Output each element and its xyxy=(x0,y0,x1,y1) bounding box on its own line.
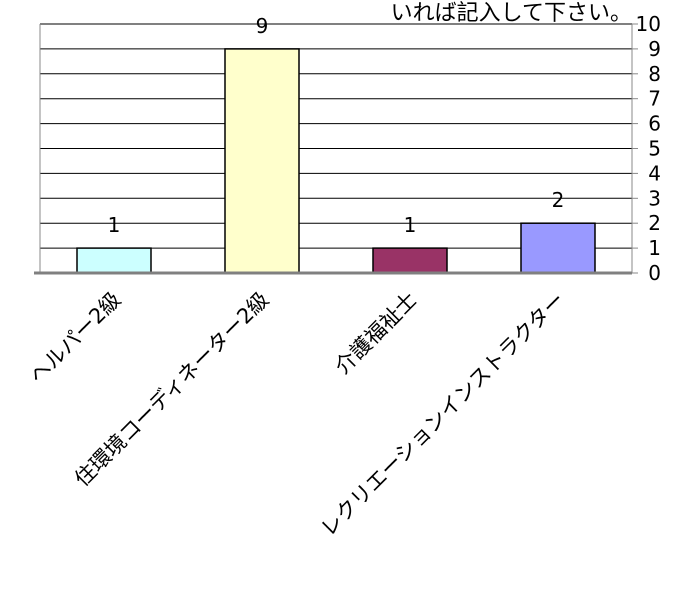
y-tick-label: 2 xyxy=(648,211,661,235)
bar xyxy=(520,222,596,274)
data-label: 9 xyxy=(256,14,269,38)
y-tick-label: 4 xyxy=(648,161,661,185)
y-tick-label: 6 xyxy=(648,112,661,136)
data-label: 2 xyxy=(552,188,565,212)
y-tick-label: 5 xyxy=(648,137,661,161)
axes xyxy=(34,23,638,275)
y-tick-label: 3 xyxy=(648,186,661,210)
y-tick-label: 10 xyxy=(636,12,661,36)
y-tick-label: 7 xyxy=(648,87,661,111)
bar xyxy=(76,247,152,274)
category-label: ヘルパー2級 xyxy=(25,288,126,389)
bars xyxy=(76,48,596,274)
bar xyxy=(372,247,448,274)
category-label: 介護福祉士 xyxy=(330,288,421,379)
y-tick-label: 1 xyxy=(648,236,661,260)
gridlines xyxy=(39,23,632,273)
bar xyxy=(224,48,300,274)
data-label: 1 xyxy=(404,213,417,237)
y-tick-label: 0 xyxy=(648,261,661,285)
y-tick-label: 9 xyxy=(648,37,661,61)
category-label: レクリエーションインストラクター xyxy=(316,288,569,541)
y-tick-label: 8 xyxy=(648,62,661,86)
data-label: 1 xyxy=(108,213,121,237)
chart-title: いれば記入して下さい。 xyxy=(391,1,632,26)
